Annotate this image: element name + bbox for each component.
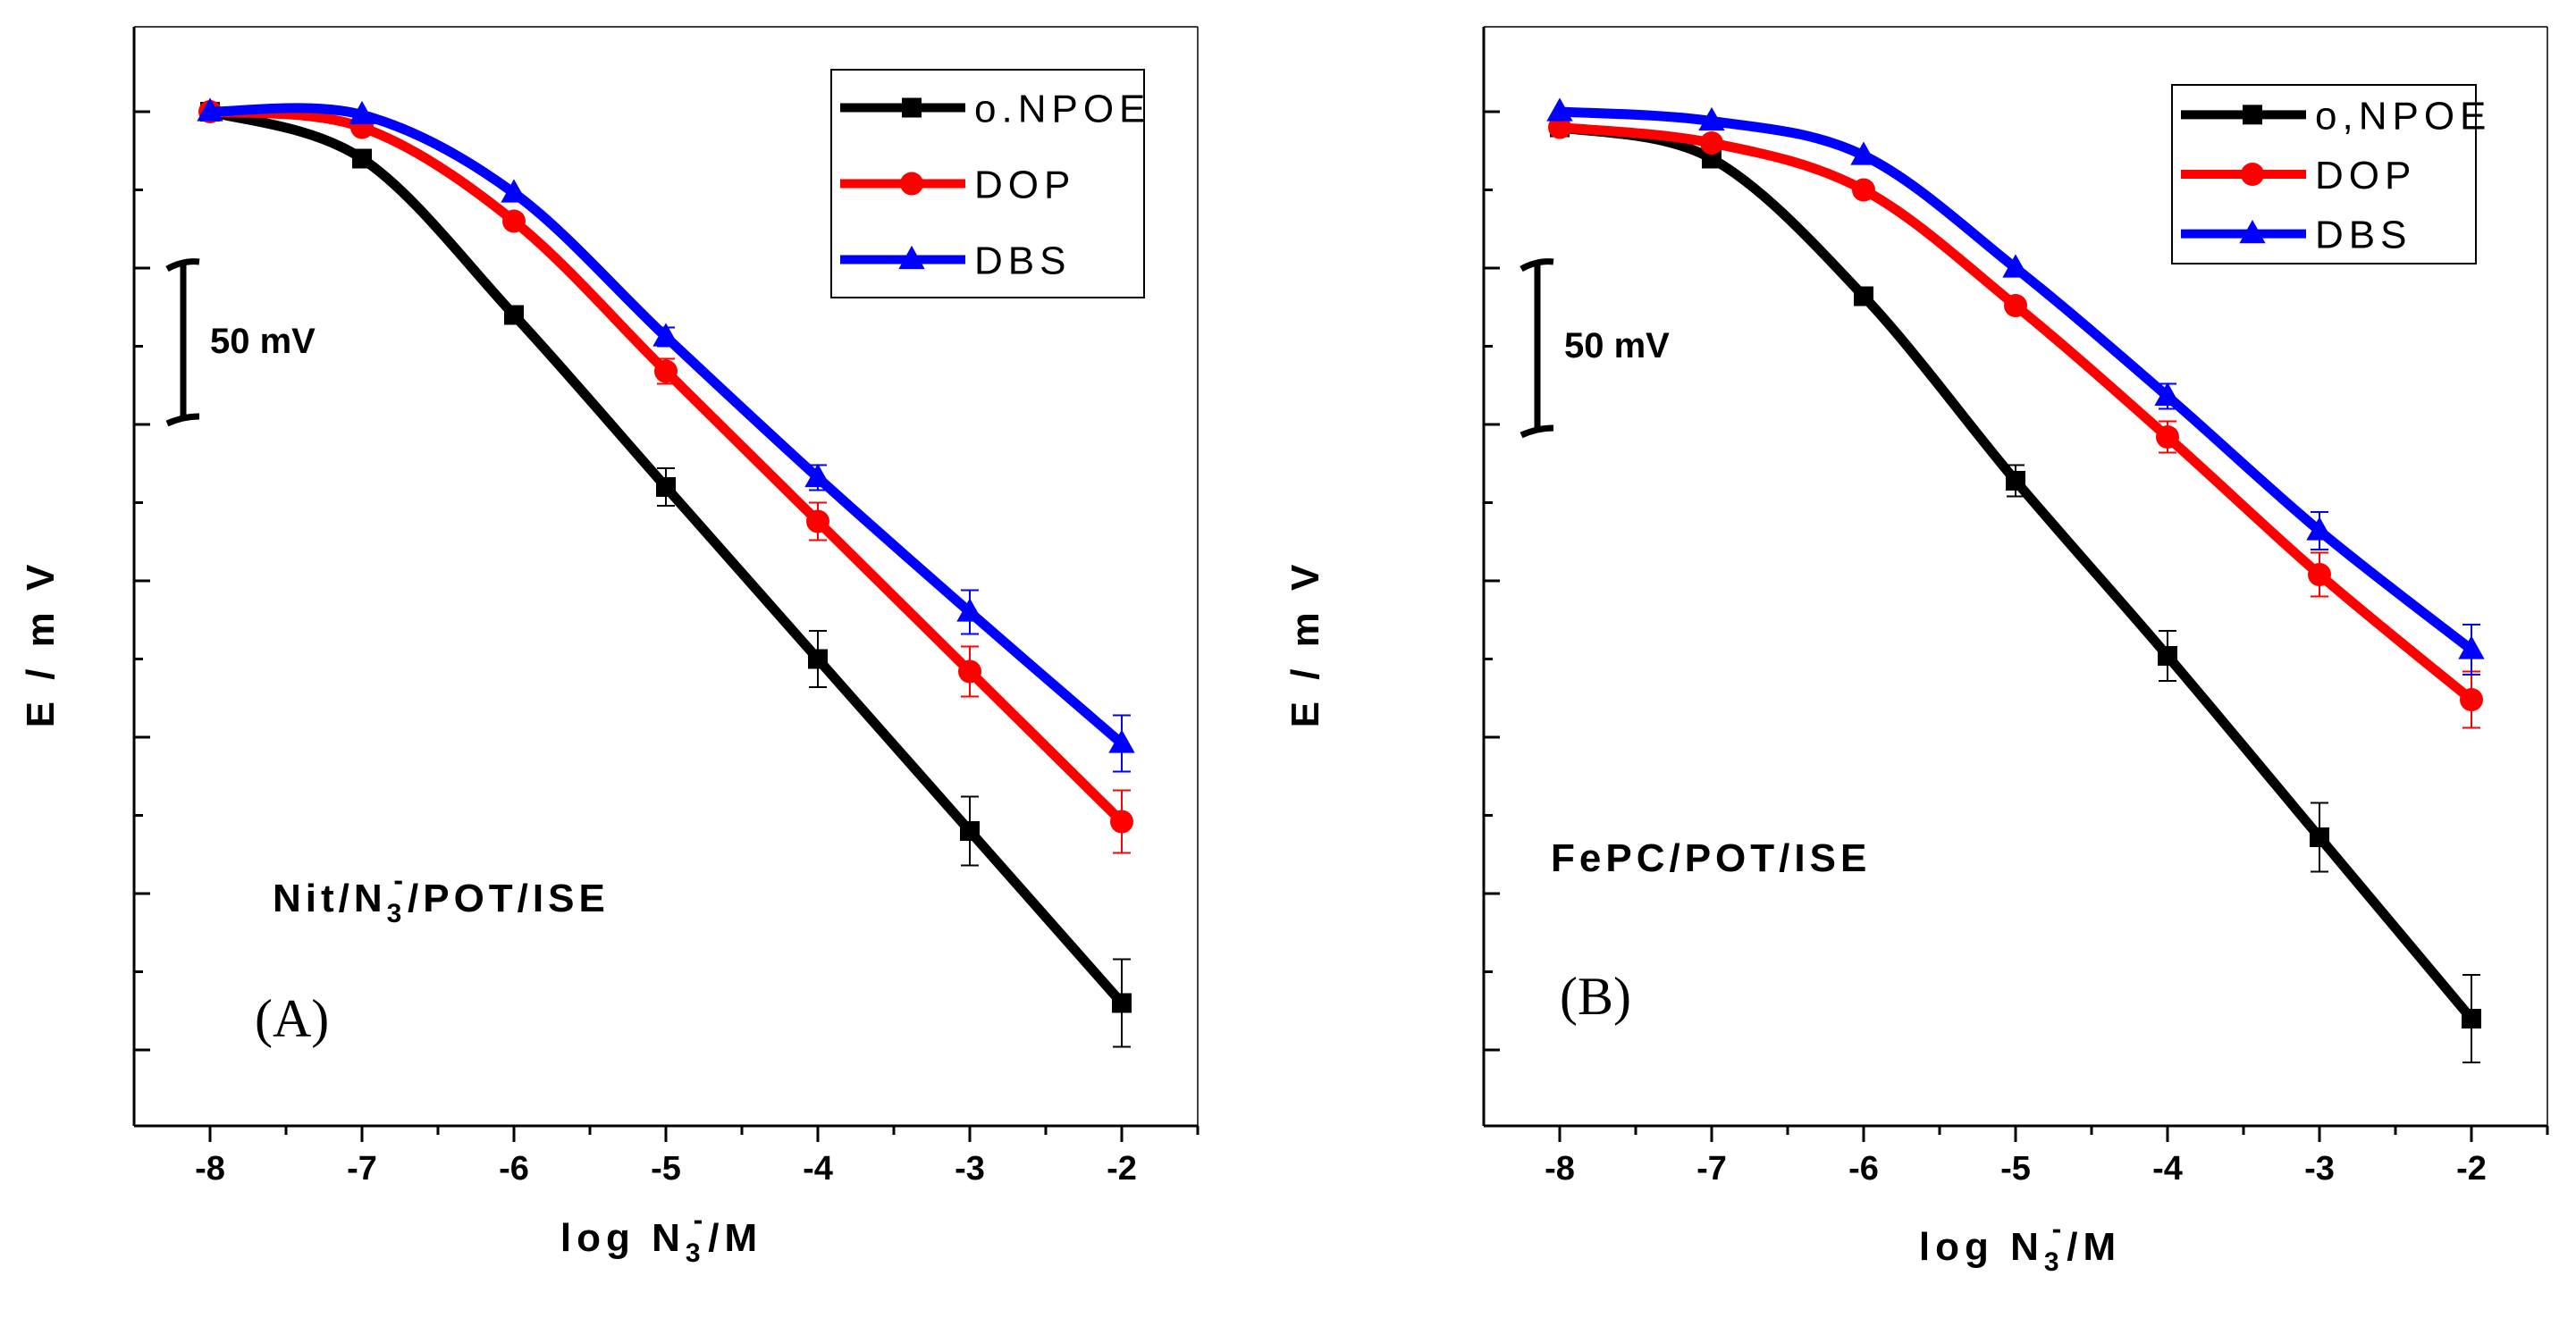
series-dop [1548, 115, 2483, 729]
y-axis-title: E / m V [19, 559, 63, 728]
data-point [2462, 1009, 2481, 1028]
data-point [197, 97, 223, 122]
legend: o.NPOE DOP DBS [830, 69, 1150, 298]
legend-label: DOP [2315, 154, 2416, 197]
data-point [1112, 993, 1132, 1013]
x-tick-label: -4 [2152, 1150, 2183, 1188]
data-point [2002, 254, 2029, 278]
y-axis-title: E / m V [1284, 559, 1327, 728]
data-point [960, 821, 980, 841]
x-tick-label: -4 [803, 1150, 833, 1188]
data-point [1700, 131, 1723, 155]
data-point [808, 649, 828, 669]
data-point [1108, 729, 1135, 753]
scale-bar: 50 mV [165, 258, 316, 427]
data-point [898, 245, 925, 270]
data-point [654, 359, 678, 383]
scale-bar-label: 50 mV [1564, 326, 1670, 365]
panel-letter: (B) [1560, 967, 1631, 1026]
x-tick-label: -6 [499, 1150, 529, 1188]
data-point [2306, 516, 2333, 541]
x-axis-title: log N3-/M [1919, 1213, 2121, 1277]
series-dbs [197, 97, 1135, 773]
data-point [956, 598, 983, 622]
scale-bar-cap [165, 413, 200, 427]
x-tick-label: -6 [1848, 1150, 1879, 1188]
data-point [652, 323, 679, 347]
legend-label: DBS [974, 239, 1071, 283]
electrode-annotation: Nit/N3-/POT/ISE [273, 864, 610, 928]
panel-letter: (A) [255, 989, 329, 1048]
scale-bar-cap [1520, 258, 1554, 273]
legend: o,NPOE DOP DBS [2171, 84, 2491, 264]
data-point [2004, 294, 2027, 317]
data-point [804, 463, 831, 488]
data-point [1852, 178, 1875, 202]
data-point [1702, 148, 1722, 169]
data-point [1110, 810, 1133, 834]
legend-label: DBS [2315, 214, 2412, 257]
data-point [902, 97, 922, 118]
data-point [2239, 219, 2266, 244]
data-point [504, 305, 524, 325]
scale-bar-cap [1520, 424, 1554, 439]
x-tick-label: -2 [1107, 1150, 1137, 1188]
x-tick-label: -3 [955, 1150, 985, 1188]
data-point [2241, 163, 2264, 186]
chart-panel-a: -8 -7 -6 -5 -4 -3 -2 E / m V log N3-/M o.NPOE DOP D… [19, 26, 1200, 1268]
data-point [2310, 827, 2329, 847]
series-dbs [1546, 97, 2485, 676]
x-tick-label: -8 [195, 1150, 225, 1188]
x-tick-label: -5 [2000, 1150, 2031, 1188]
data-point [806, 509, 829, 533]
x-tick-label: -7 [1696, 1150, 1727, 1188]
scale-bar-cap [165, 258, 200, 273]
scale-bar: 50 mV [1520, 258, 1670, 439]
data-point [656, 477, 676, 497]
data-point [1854, 286, 1873, 306]
x-tick-label: -2 [2456, 1150, 2487, 1188]
chart-panel-b: -8 -7 -6 -5 -4 -3 -2 E / m V log N3-/M o,NPOE DOP D… [1284, 26, 2549, 1277]
data-point [2308, 563, 2331, 586]
data-point [2006, 471, 2025, 491]
data-point [349, 100, 375, 125]
data-point [1548, 115, 1571, 139]
x-axis-title: log N3-/M [560, 1204, 762, 1268]
x-tick-label: -8 [1545, 1150, 1575, 1188]
x-tick-label: -7 [347, 1150, 377, 1188]
data-point [501, 179, 527, 203]
data-point [2154, 382, 2181, 407]
electrode-annotation: FePC/POT/ISE [1551, 836, 1871, 880]
legend-label: o,NPOE [2315, 94, 2491, 138]
data-point [2243, 105, 2262, 125]
legend-label: DOP [974, 164, 1075, 207]
data-point [502, 209, 526, 233]
scale-bar-label: 50 mV [210, 322, 316, 361]
data-point [900, 172, 923, 196]
data-point [2460, 688, 2483, 711]
data-point [2458, 635, 2485, 659]
legend-label: o.NPOE [974, 88, 1150, 131]
data-point [1698, 106, 1725, 131]
data-point [352, 148, 372, 169]
data-point [2156, 425, 2179, 449]
series-onpoe [1550, 117, 2481, 1063]
data-point [2158, 646, 2177, 666]
x-tick-label: -5 [651, 1150, 681, 1188]
data-point [1850, 141, 1877, 165]
x-tick-label: -3 [2304, 1150, 2335, 1188]
data-point [958, 659, 981, 684]
data-point [1546, 97, 1573, 122]
